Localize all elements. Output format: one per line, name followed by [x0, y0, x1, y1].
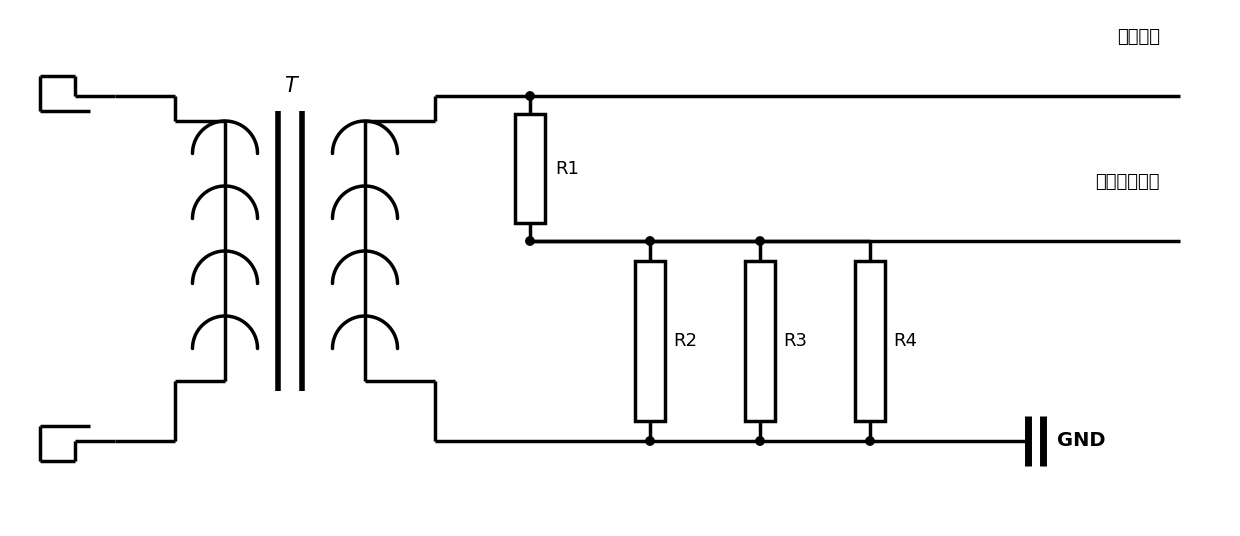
- Bar: [635, 261, 665, 421]
- Text: 高压分压输出: 高压分压输出: [1095, 173, 1159, 191]
- Circle shape: [756, 237, 764, 245]
- Text: R4: R4: [893, 332, 918, 350]
- Bar: [515, 114, 546, 223]
- Circle shape: [646, 437, 655, 445]
- Circle shape: [526, 92, 534, 100]
- Circle shape: [866, 437, 874, 445]
- Bar: [856, 261, 885, 421]
- Text: R1: R1: [556, 160, 579, 177]
- Bar: [745, 261, 775, 421]
- Text: R3: R3: [782, 332, 807, 350]
- Text: GND: GND: [1058, 431, 1106, 450]
- Text: 高压输出: 高压输出: [1117, 28, 1159, 46]
- Circle shape: [526, 237, 534, 245]
- Text: R2: R2: [673, 332, 697, 350]
- Circle shape: [646, 237, 655, 245]
- Text: T: T: [284, 76, 296, 96]
- Circle shape: [756, 437, 764, 445]
